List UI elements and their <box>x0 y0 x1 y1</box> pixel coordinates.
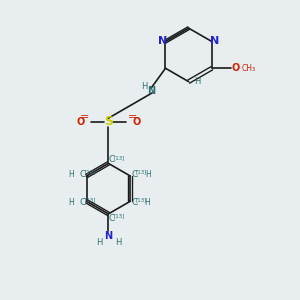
Text: H: H <box>115 238 121 247</box>
Text: O: O <box>232 63 240 73</box>
Text: H: H <box>68 170 74 179</box>
Text: H: H <box>141 82 147 91</box>
Text: [13]: [13] <box>136 169 147 174</box>
Text: C: C <box>80 198 86 207</box>
Text: [13]: [13] <box>84 169 96 174</box>
Text: =: = <box>80 112 89 122</box>
Text: C: C <box>80 170 86 179</box>
Text: CH₃: CH₃ <box>241 64 255 73</box>
Text: [13]: [13] <box>113 155 125 160</box>
Text: O: O <box>133 117 141 127</box>
Text: O: O <box>76 117 84 127</box>
Text: C: C <box>109 155 115 164</box>
Text: [13]: [13] <box>136 198 147 203</box>
Text: C: C <box>109 214 115 223</box>
Text: [13]: [13] <box>84 198 96 203</box>
Text: S: S <box>104 115 113 128</box>
Text: =: = <box>128 112 137 122</box>
Text: [13]: [13] <box>113 213 125 218</box>
Text: H: H <box>96 238 102 247</box>
Text: H: H <box>145 170 151 179</box>
Text: H: H <box>145 198 150 207</box>
Text: N: N <box>147 86 156 96</box>
Text: N: N <box>210 36 219 46</box>
Text: H: H <box>194 77 200 86</box>
Text: H: H <box>68 198 74 207</box>
Text: N: N <box>104 231 112 241</box>
Text: N: N <box>158 36 168 46</box>
Text: C: C <box>131 198 138 207</box>
Text: C: C <box>131 170 138 179</box>
